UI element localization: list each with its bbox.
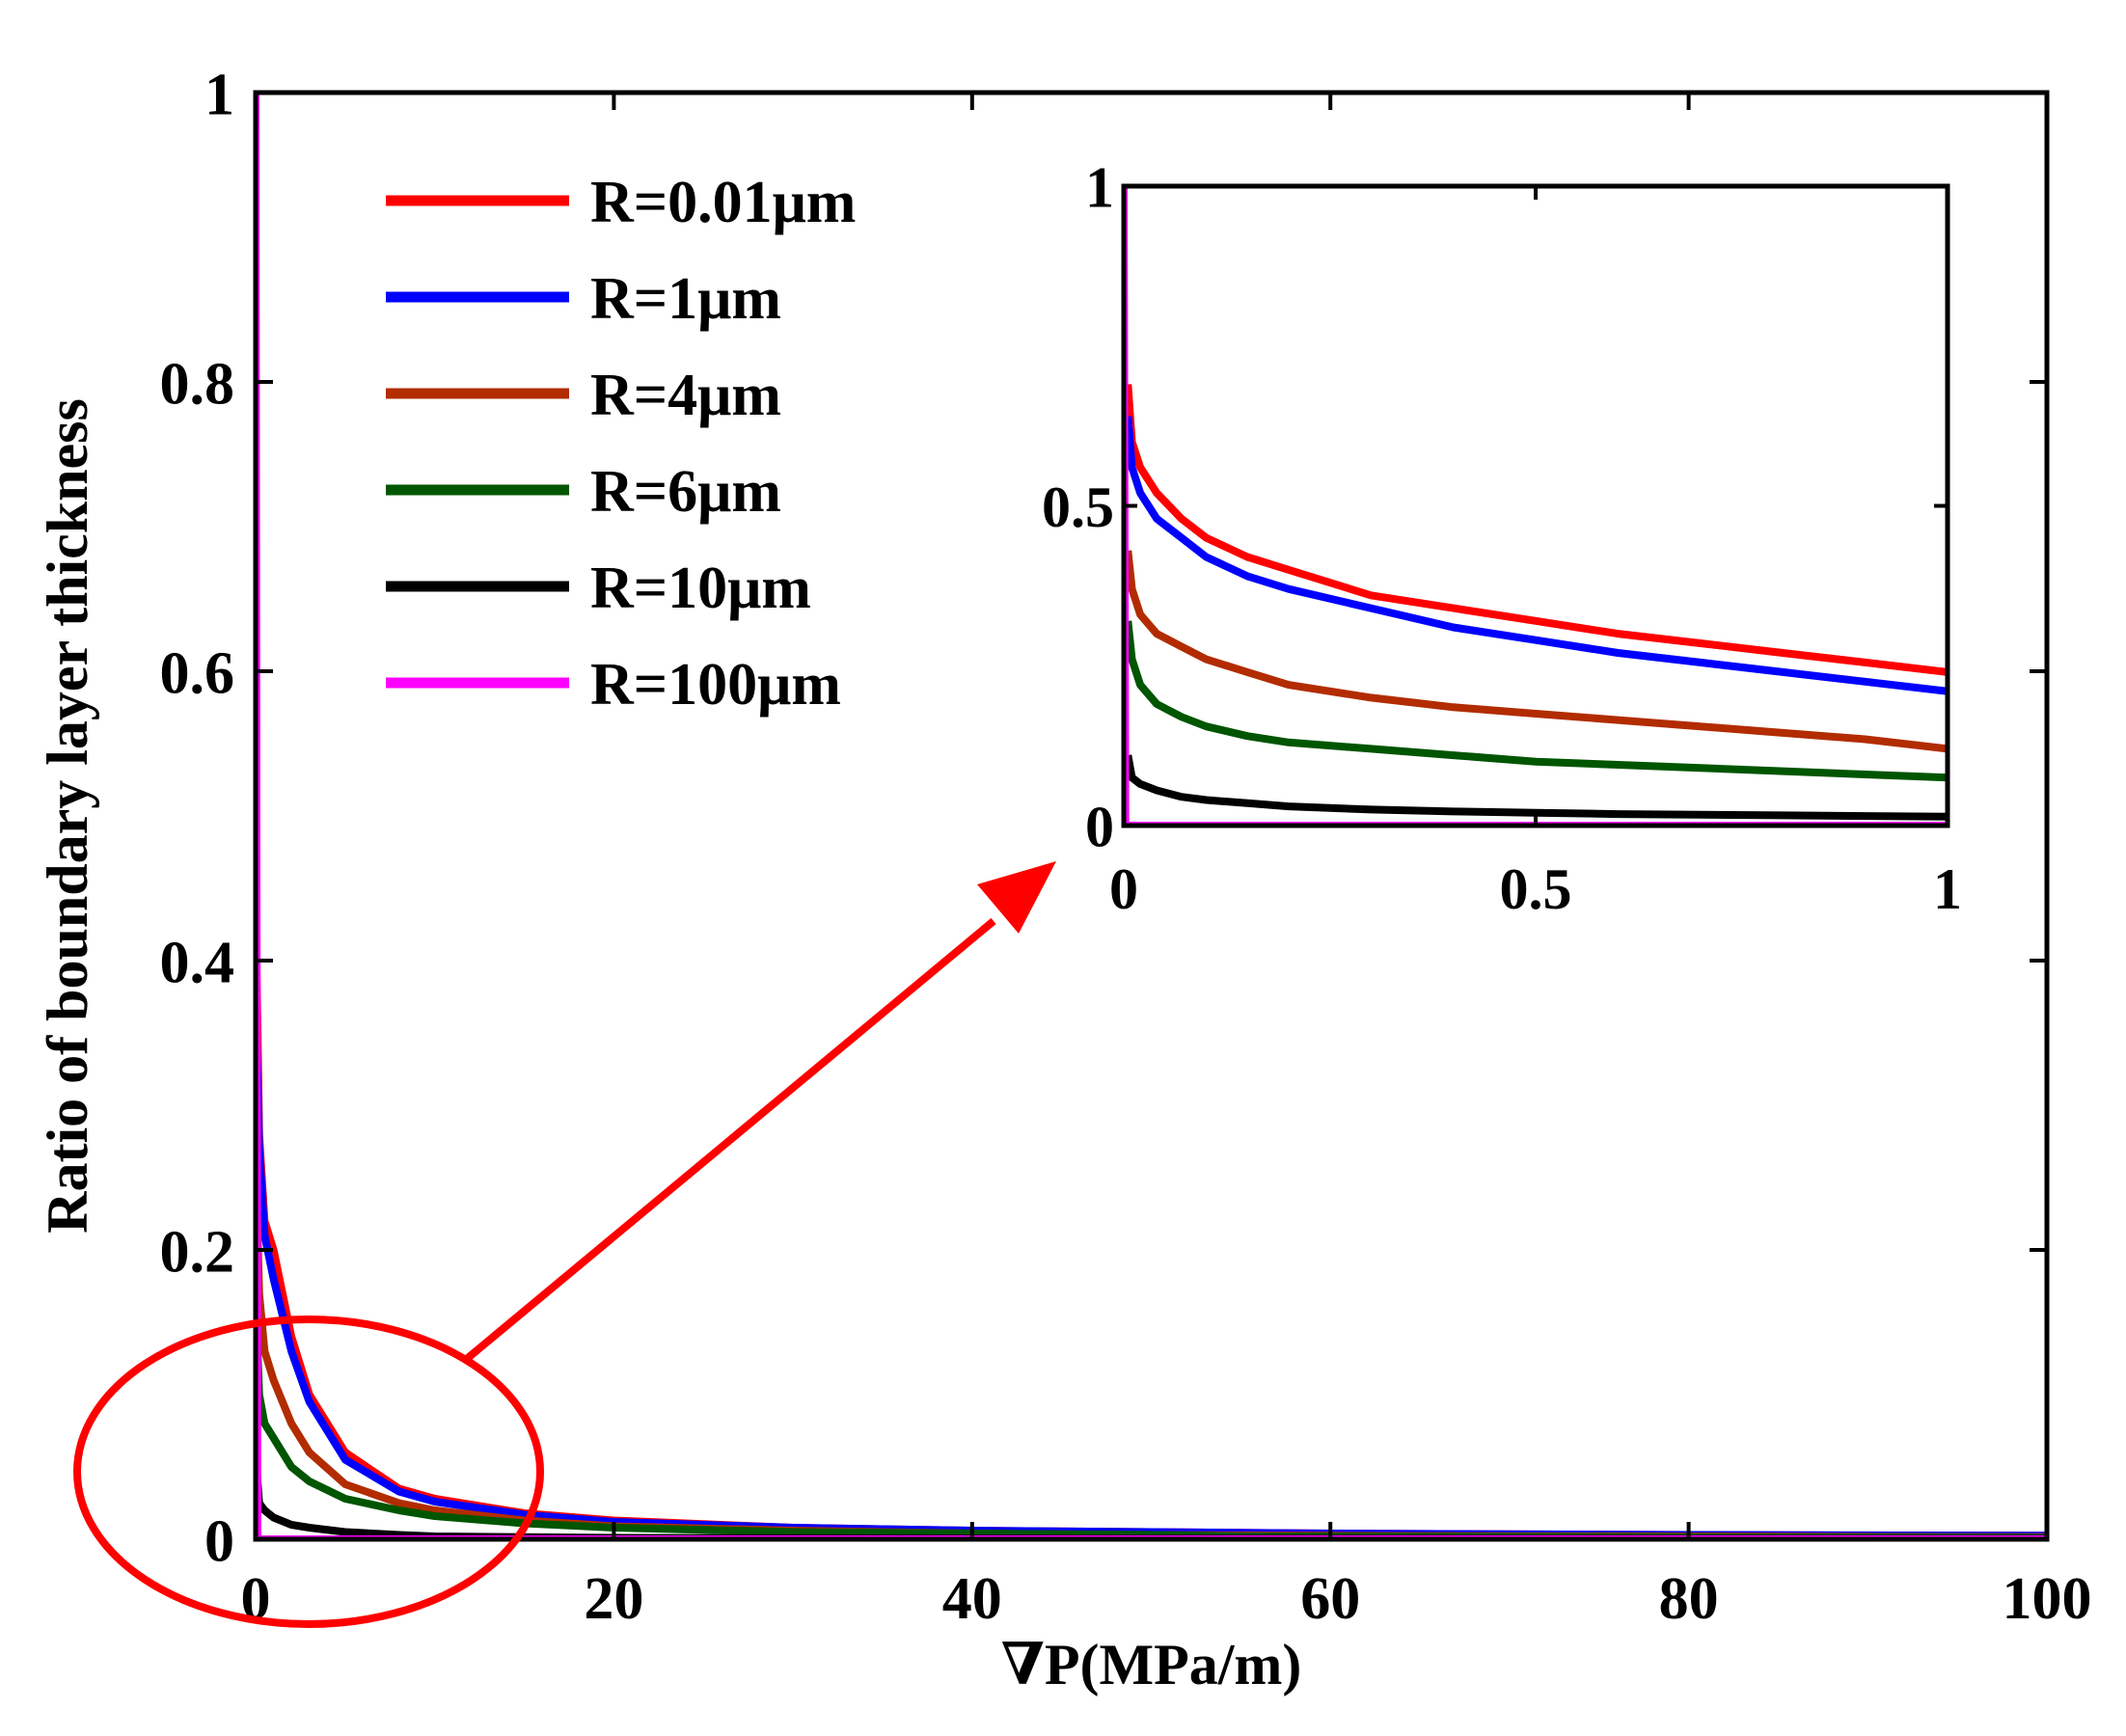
legend: R=0.01μm R=1μm R=4μm R=6μm R=10μm R=100μm <box>386 170 856 718</box>
legend-label-3: R=4μm <box>590 363 781 428</box>
main-x-tick-label: 20 <box>584 1566 643 1632</box>
main-y-tick-label: 1 <box>204 62 234 127</box>
inset-y-tick-label: 1 <box>1085 156 1114 220</box>
inset-series-line-1 <box>1124 384 1948 676</box>
main-y-tick-label: 0 <box>204 1508 234 1574</box>
main-y-axis-label: Ratio of boundary layer thickness <box>36 398 99 1234</box>
legend-label-5: R=10μm <box>590 556 811 621</box>
main-plot: 0 20 40 60 80 100 0 0.2 0.4 0.6 0.8 1 ∇P(MPa/m) Ratio… <box>36 62 2092 1696</box>
inset-plot: 0 0.5 1 0 0.5 1 <box>1042 156 1962 921</box>
zoom-arrow-head <box>977 861 1056 934</box>
annotations <box>73 861 1056 1628</box>
main-y-tick-label: 0.2 <box>160 1219 235 1285</box>
inset-y-tick-label: 0.5 <box>1042 475 1114 539</box>
main-x-tick-label: 60 <box>1300 1566 1360 1632</box>
zoom-arrow-shaft <box>465 917 996 1362</box>
inset-series-line-5 <box>1124 754 1948 821</box>
inset-series-line-2 <box>1124 416 1948 695</box>
inset-series-line-3 <box>1124 550 1948 753</box>
inset-x-tick-label: 0.5 <box>1500 857 1572 921</box>
main-y-tick-label: 0.8 <box>160 351 235 417</box>
main-x-tick-label: 100 <box>2003 1566 2092 1632</box>
main-x-tick-label: 80 <box>1659 1566 1719 1632</box>
inset-x-tick-label: 1 <box>1933 857 1962 921</box>
inset-background <box>1124 186 1948 826</box>
legend-label-2: R=1μm <box>590 266 781 332</box>
highlight-ellipse <box>73 1316 544 1628</box>
inset-series-line-4 <box>1124 620 1948 782</box>
main-y-tick-label: 0.6 <box>160 640 235 706</box>
main-axes-frame <box>253 90 2050 1542</box>
inset-y-tick-label: 0 <box>1085 796 1114 859</box>
main-x-tick-label: 40 <box>942 1566 1002 1632</box>
main-y-tick-label: 0.4 <box>160 930 235 995</box>
legend-label-1: R=0.01μm <box>590 170 856 235</box>
inset-x-tick-label: 0 <box>1109 857 1138 921</box>
legend-label-4: R=6μm <box>590 459 781 525</box>
legend-label-6: R=100μm <box>590 652 841 718</box>
main-x-axis-label: ∇P(MPa/m) <box>1001 1633 1302 1696</box>
